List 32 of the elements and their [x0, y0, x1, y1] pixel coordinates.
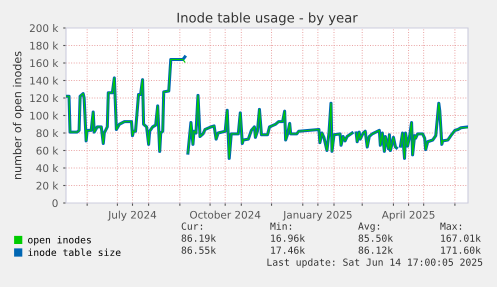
y-tick-label: 60 k [36, 146, 58, 155]
y-tick-label: 120 k [30, 94, 58, 102]
y-tick-label: 20 k [36, 182, 58, 190]
y-tick-label: 200 k [30, 24, 58, 32]
text: Avg: [358, 222, 380, 232]
y-tick-label: 40 k [36, 164, 58, 172]
x-tick-label: July 2024 [108, 210, 156, 221]
y-tick-label: 0 [52, 199, 58, 208]
y-tick-label: 180 k [30, 42, 58, 50]
y-tick-label: 80 k [36, 129, 58, 138]
text: 86.55k [182, 246, 216, 254]
legend-label: open inodes [28, 236, 91, 246]
text: Last update: Sat Jun 14 17:00:05 2025 [267, 258, 482, 268]
legend-label: inode table size [28, 248, 121, 256]
y-tick-label: 140 k [30, 76, 58, 85]
chart-title: Inode table usage - by year [178, 12, 358, 26]
text: 86.12k [358, 246, 393, 254]
y-axis-title: number of open inodes [12, 52, 24, 179]
text: Cur: [182, 222, 202, 230]
x-tick-label: January 2025 [282, 210, 352, 221]
text: 85.50k [358, 234, 393, 242]
text: 16.96k [271, 234, 305, 242]
text: 17.46k [271, 246, 305, 254]
text: Min: [270, 222, 292, 230]
text: 86.19k [182, 234, 216, 242]
text: 167.01k [441, 234, 481, 242]
y-tick-label: 160 k [30, 59, 58, 68]
text: 171.60k [441, 246, 481, 254]
text: Max: [440, 222, 462, 230]
x-tick-label: October 2024 [190, 210, 260, 219]
x-tick-label: April 2025 [382, 210, 434, 221]
y-tick-label: 100 k [30, 112, 58, 120]
